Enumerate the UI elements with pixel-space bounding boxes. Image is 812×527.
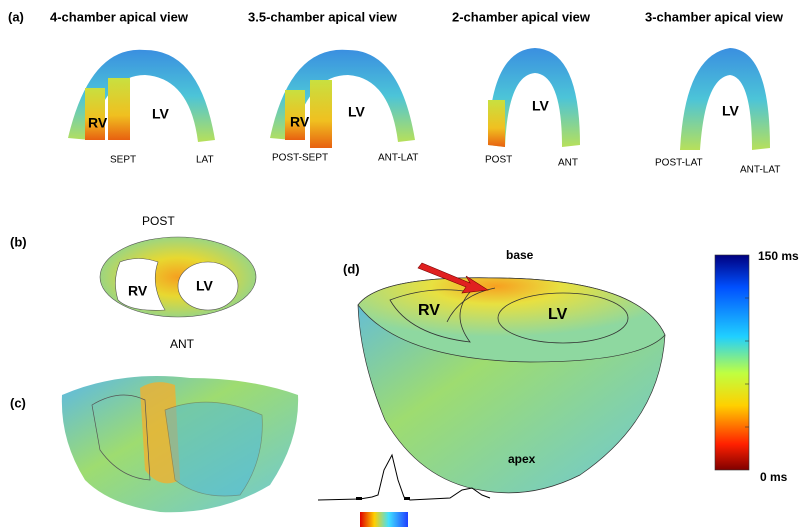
segment-label: POST-LAT xyxy=(655,158,703,169)
orientation-label: base xyxy=(506,248,534,262)
region-label: LV xyxy=(196,278,214,294)
region-label: LV xyxy=(348,104,366,120)
view-title: 3.5-chamber apical view xyxy=(248,9,398,24)
panel-label: (c) xyxy=(10,395,26,410)
epicardial-view xyxy=(62,376,298,512)
colorbar-min: 0 ms xyxy=(760,470,788,484)
orientation-label: apex xyxy=(508,452,536,466)
colorbar xyxy=(715,255,749,470)
region-label: LV xyxy=(548,306,568,323)
time-colorbar xyxy=(360,512,408,527)
region-label: RV xyxy=(290,114,310,130)
orientation-label: ANT xyxy=(170,337,195,351)
ecg-marker xyxy=(404,497,410,500)
segment-label: ANT xyxy=(558,158,578,169)
view-title: 3-chamber apical view xyxy=(645,9,784,24)
short-axis-slice xyxy=(100,237,256,317)
region-label: RV xyxy=(418,302,440,319)
segment-label: POST-SEPT xyxy=(272,153,328,164)
view-3ch xyxy=(680,48,770,150)
segment-label: SEPT xyxy=(110,155,136,166)
segment-label: ANT-LAT xyxy=(740,165,780,176)
panel-label: (b) xyxy=(10,234,27,249)
panel-label: (a) xyxy=(8,9,24,24)
view-title: 2-chamber apical view xyxy=(452,9,591,24)
orientation-label: POST xyxy=(142,214,175,228)
segment-label: POST xyxy=(485,155,512,166)
region-label: RV xyxy=(88,115,108,131)
view-title: 4-chamber apical view xyxy=(50,9,189,24)
region-label: RV xyxy=(128,283,148,299)
region-label: LV xyxy=(722,103,740,119)
colorbar-max: 150 ms xyxy=(758,249,799,263)
region-label: LV xyxy=(152,106,170,122)
ecg-marker xyxy=(356,497,362,500)
figure: (a) 4-chamber apical view 3.5-chamber ap… xyxy=(0,0,812,527)
region-label: LV xyxy=(532,98,550,114)
view-3-5ch xyxy=(270,50,415,148)
segment-label: ANT-LAT xyxy=(378,153,418,164)
panel-label: (d) xyxy=(343,261,360,276)
segment-label: LAT xyxy=(196,155,214,166)
